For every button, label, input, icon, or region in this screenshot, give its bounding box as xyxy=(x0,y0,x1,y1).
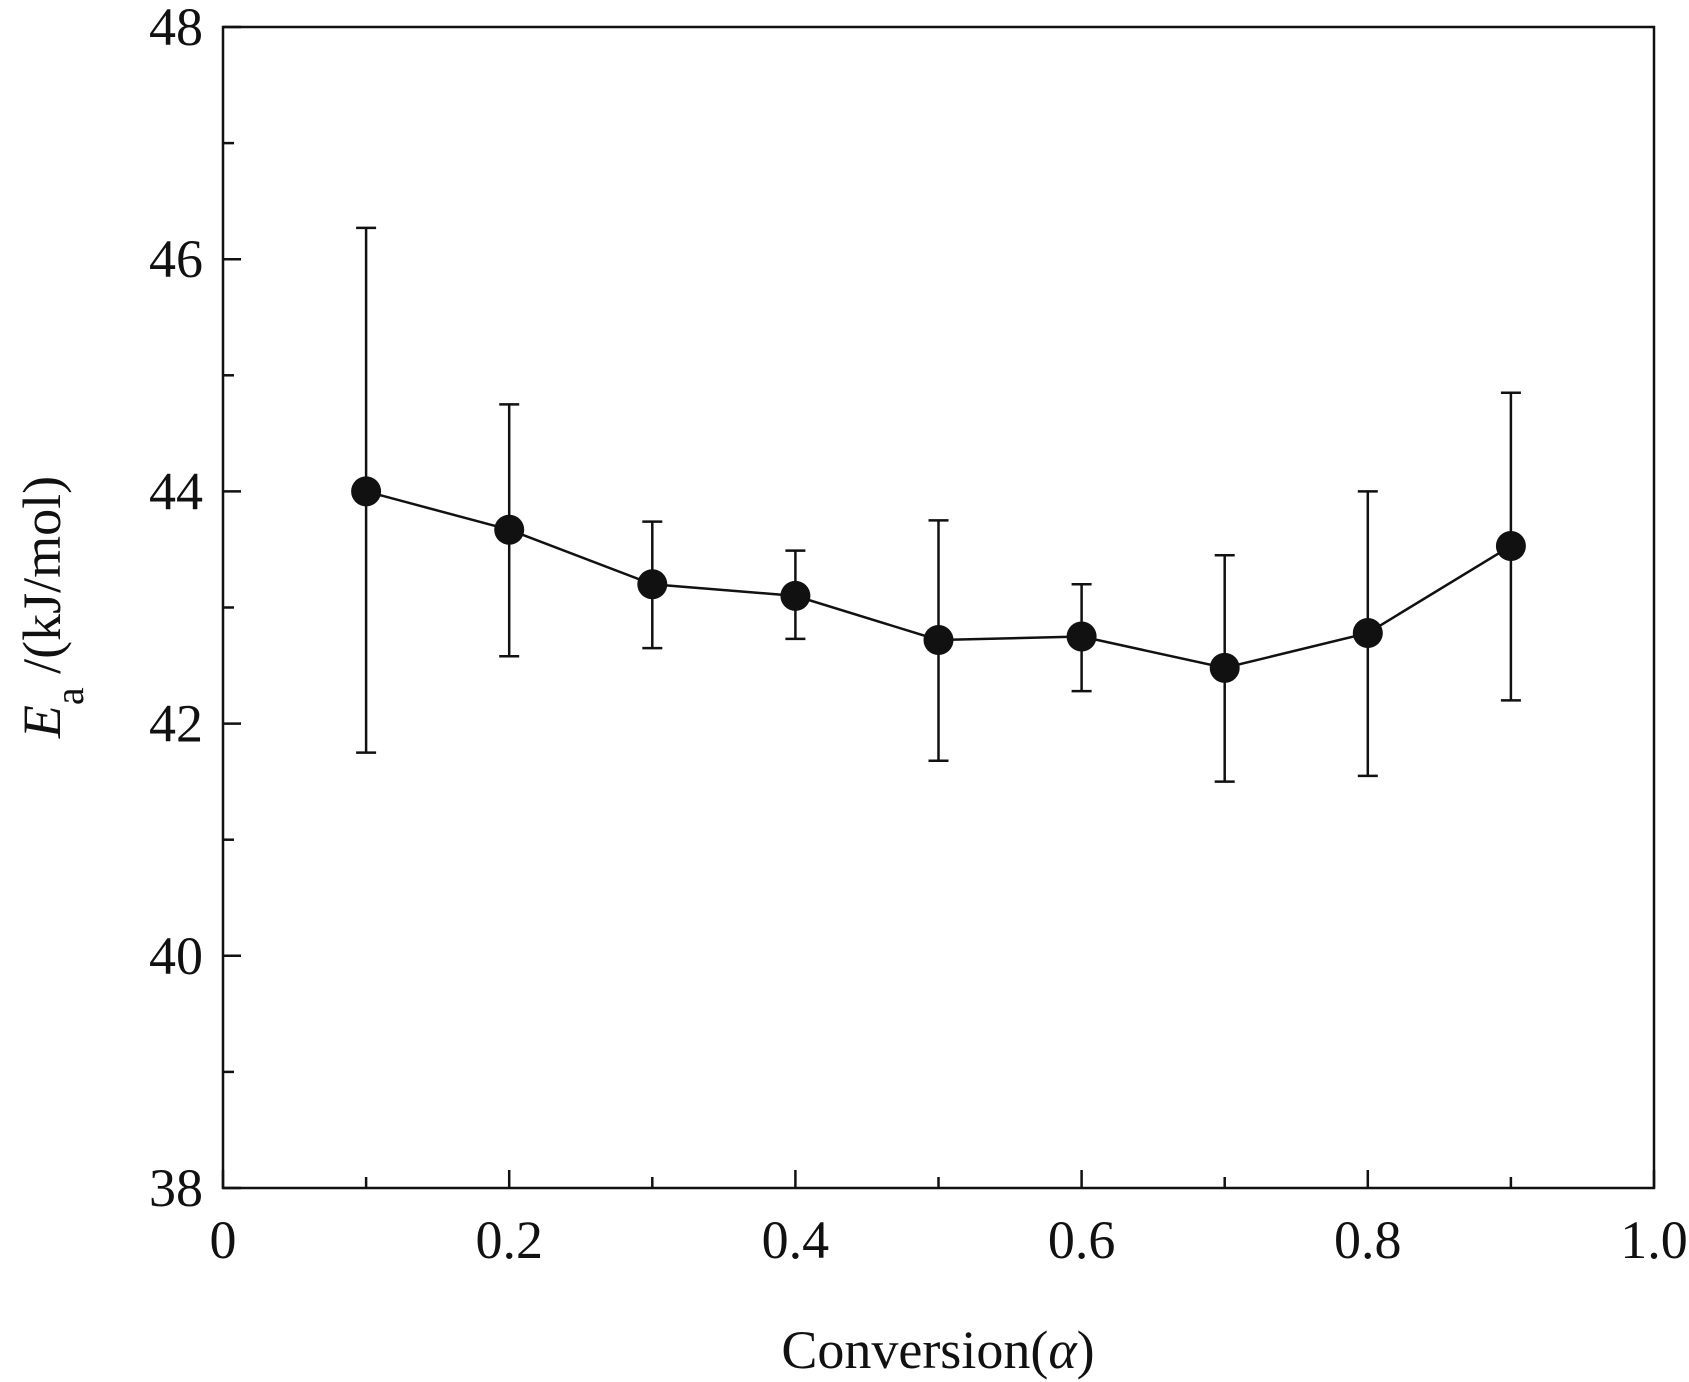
data-point xyxy=(1352,618,1383,649)
data-point xyxy=(923,625,954,656)
y-tick-label: 44 xyxy=(149,461,203,521)
data-point xyxy=(637,569,668,600)
data-point xyxy=(780,580,811,611)
data-point xyxy=(1495,530,1526,561)
y-axis-title: Ea /(kJ/mol) xyxy=(12,476,92,739)
y-tick-label: 48 xyxy=(149,0,203,57)
y-tick-label: 46 xyxy=(149,229,203,289)
data-point xyxy=(494,514,525,545)
y-tick-label: 40 xyxy=(149,926,203,986)
x-tick-label: 0.2 xyxy=(475,1210,543,1270)
axis-ticks xyxy=(221,25,1656,1190)
data-series xyxy=(351,226,1526,783)
x-tick-label: 0 xyxy=(210,1210,237,1270)
axis-tick-labels: 0 0.2 0.4 0.6 0.8 1.0 38 40 42 44 46 48 xyxy=(149,0,1688,1270)
x-tick-label: 0.6 xyxy=(1048,1210,1116,1270)
x-tick-label: 0.8 xyxy=(1334,1210,1402,1270)
data-point xyxy=(1066,621,1097,652)
data-point xyxy=(351,476,382,507)
x-tick-label: 0.4 xyxy=(762,1210,830,1270)
y-tick-label: 38 xyxy=(149,1158,203,1218)
data-point xyxy=(1209,652,1240,683)
x-tick-label: 1.0 xyxy=(1620,1210,1688,1270)
x-axis-title: Conversion(α) xyxy=(781,1320,1094,1380)
y-tick-label: 42 xyxy=(149,694,203,754)
